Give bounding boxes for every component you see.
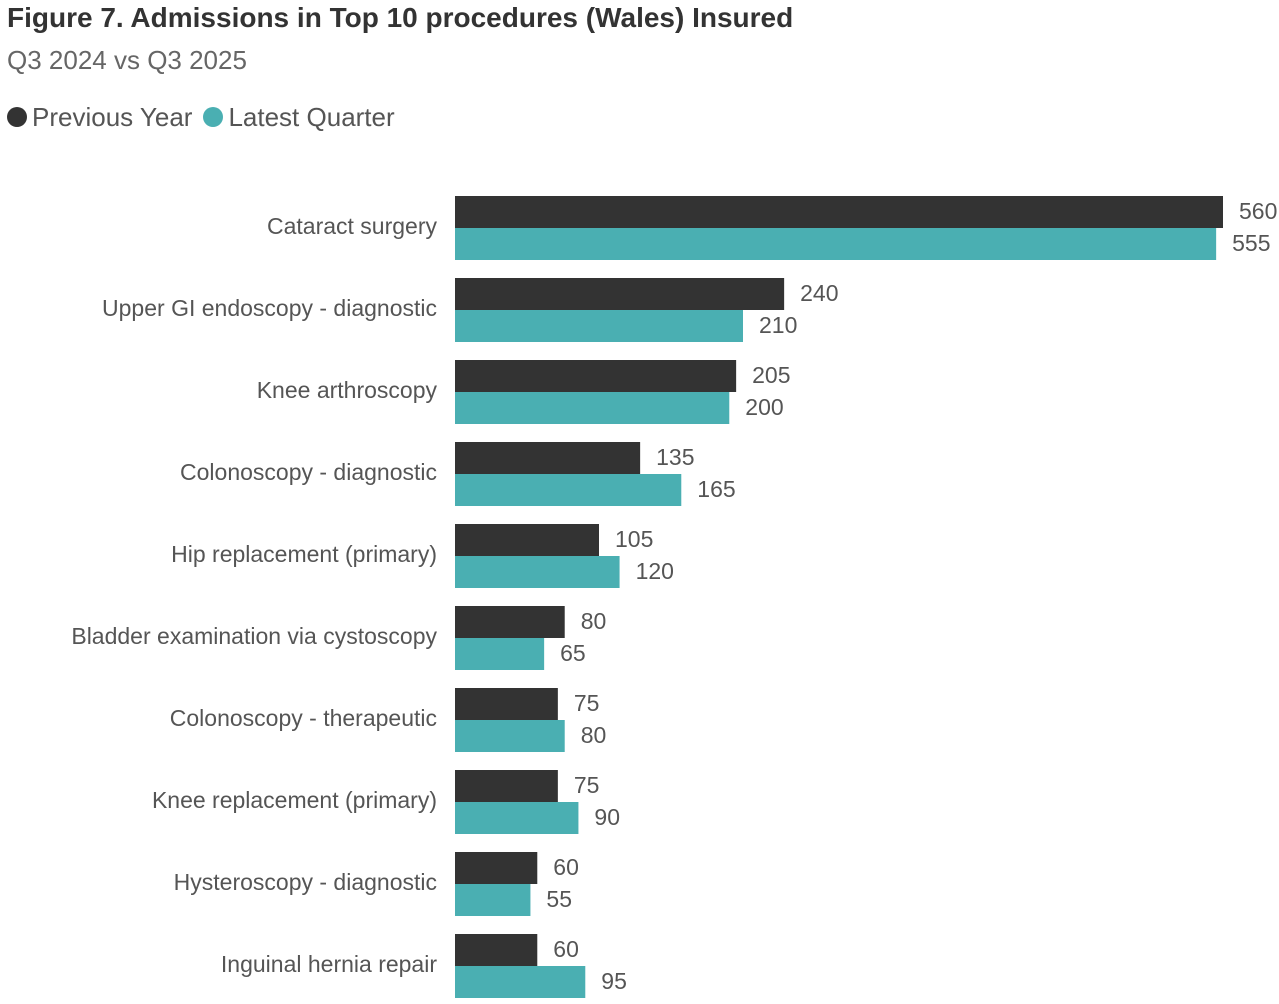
value-label-latest-quarter-knee-replacement-primary: 90 [594,804,620,830]
value-label-previous-year-knee-arthroscopy: 205 [752,362,790,388]
chart-title: Figure 7. Admissions in Top 10 procedure… [7,2,794,33]
bar-latest-quarter-upper-gi-endoscopy-diagnostic[interactable] [455,310,743,342]
value-label-previous-year-colonoscopy-therapeutic: 75 [574,690,600,716]
bar-previous-year-hip-replacement-primary[interactable] [455,524,599,556]
category-label-bladder-examination-via-cystoscopy: Bladder examination via cystoscopy [71,623,437,649]
category-label-knee-replacement-primary: Knee replacement (primary) [152,787,437,813]
bar-latest-quarter-colonoscopy-diagnostic[interactable] [455,474,682,506]
bar-latest-quarter-colonoscopy-therapeutic[interactable] [455,720,565,752]
bar-latest-quarter-hip-replacement-primary[interactable] [455,556,620,588]
chart-subtitle: Q3 2024 vs Q3 2025 [7,45,247,75]
value-label-latest-quarter-colonoscopy-therapeutic: 80 [581,722,607,748]
category-label-upper-gi-endoscopy-diagnostic: Upper GI endoscopy - diagnostic [102,295,437,321]
bar-latest-quarter-bladder-examination-via-cystoscopy[interactable] [455,638,545,670]
category-label-colonoscopy-therapeutic: Colonoscopy - therapeutic [170,705,437,731]
legend-item-previous-year[interactable]: Previous Year [7,102,192,133]
bar-previous-year-upper-gi-endoscopy-diagnostic[interactable] [455,278,785,310]
category-label-colonoscopy-diagnostic: Colonoscopy - diagnostic [180,459,437,485]
category-label-inguinal-hernia-repair: Inguinal hernia repair [221,951,437,977]
value-label-latest-quarter-hysteroscopy-diagnostic: 55 [546,886,572,912]
category-label-cataract-surgery: Cataract surgery [267,213,438,239]
bar-latest-quarter-hysteroscopy-diagnostic[interactable] [455,884,531,916]
bar-latest-quarter-cataract-surgery[interactable] [455,228,1217,260]
value-label-latest-quarter-hip-replacement-primary: 120 [636,558,674,584]
value-label-previous-year-bladder-examination-via-cystoscopy: 80 [581,608,607,634]
bar-previous-year-colonoscopy-diagnostic[interactable] [455,442,641,474]
value-label-latest-quarter-cataract-surgery: 555 [1232,230,1270,256]
bar-previous-year-cataract-surgery[interactable] [455,196,1223,228]
bar-latest-quarter-knee-arthroscopy[interactable] [455,392,730,424]
value-label-previous-year-colonoscopy-diagnostic: 135 [656,444,694,470]
value-label-latest-quarter-inguinal-hernia-repair: 95 [601,968,627,994]
value-label-latest-quarter-colonoscopy-diagnostic: 165 [697,476,735,502]
value-label-previous-year-cataract-surgery: 560 [1239,198,1277,224]
bar-previous-year-bladder-examination-via-cystoscopy[interactable] [455,606,565,638]
category-label-hysteroscopy-diagnostic: Hysteroscopy - diagnostic [174,869,437,895]
bar-previous-year-colonoscopy-therapeutic[interactable] [455,688,558,720]
legend-label-previous-year: Previous Year [32,101,193,132]
bar-previous-year-knee-arthroscopy[interactable] [455,360,737,392]
legend-dot-previous-year [7,107,27,127]
bar-previous-year-hysteroscopy-diagnostic[interactable] [455,852,538,884]
legend-dot-latest-quarter [203,107,224,127]
value-label-previous-year-upper-gi-endoscopy-diagnostic: 240 [800,280,838,306]
value-label-latest-quarter-knee-arthroscopy: 200 [745,394,783,420]
category-label-hip-replacement-primary: Hip replacement (primary) [171,541,437,567]
value-label-previous-year-hip-replacement-primary: 105 [615,526,653,552]
legend: Previous Year Latest Quarter [7,101,406,133]
legend-item-latest-quarter[interactable]: Latest Quarter [203,101,395,133]
bar-latest-quarter-inguinal-hernia-repair[interactable] [455,966,586,998]
value-label-previous-year-knee-replacement-primary: 75 [574,772,600,798]
value-label-latest-quarter-upper-gi-endoscopy-diagnostic: 210 [759,312,797,338]
bar-previous-year-inguinal-hernia-repair[interactable] [455,934,538,966]
value-label-latest-quarter-bladder-examination-via-cystoscopy: 65 [560,640,586,666]
bar-previous-year-knee-replacement-primary[interactable] [455,770,558,802]
value-label-previous-year-hysteroscopy-diagnostic: 60 [553,854,579,880]
bar-latest-quarter-knee-replacement-primary[interactable] [455,802,579,834]
value-label-previous-year-inguinal-hernia-repair: 60 [553,936,579,962]
category-label-knee-arthroscopy: Knee arthroscopy [257,377,438,403]
legend-label-latest-quarter: Latest Quarter [228,101,395,132]
